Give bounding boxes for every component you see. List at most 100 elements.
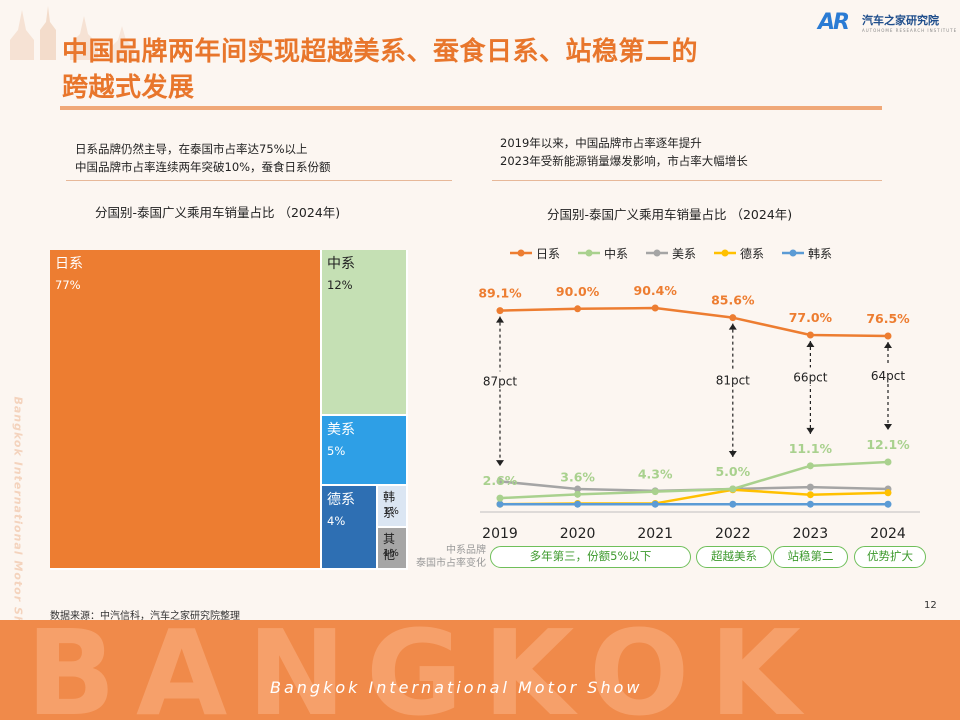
legend-label: 中系	[604, 246, 628, 261]
stage-row-label-line1: 中系品牌	[446, 545, 486, 556]
x-tick-label: 2020	[560, 526, 596, 542]
data-label: 5.0%	[715, 464, 750, 479]
series-point	[496, 307, 504, 315]
treemap-cell-korea: 韩系 1%	[378, 486, 408, 528]
gap-label-bg	[868, 366, 908, 385]
left-note-divider	[66, 180, 452, 181]
logo-subtext: AUTOHOME RESEARCH INSTITUTE	[862, 28, 958, 33]
treemap-cell-other: 其他 1%	[378, 528, 408, 570]
data-label: 2.6%	[483, 473, 518, 488]
treemap-label-value: 1%	[383, 506, 399, 517]
x-tick-label: 2024	[870, 526, 906, 542]
series-line	[499, 460, 889, 500]
series-line	[499, 306, 889, 338]
series-point	[651, 304, 659, 312]
stage-row-label: 中系品牌 泰国市占率变化	[400, 544, 486, 570]
series-point	[496, 477, 504, 485]
treemap-label-value: 4%	[327, 514, 346, 528]
series-point	[806, 331, 814, 339]
data-source: 数据来源：中汽信科，汽车之家研究院整理	[50, 611, 240, 622]
logo-icon: AR	[818, 10, 850, 35]
gap-label-bg	[712, 370, 753, 389]
series-point	[651, 500, 659, 508]
series-point	[574, 305, 582, 313]
series-point	[651, 488, 659, 496]
data-label: 76.5%	[866, 311, 910, 326]
page-title-line2: 跨越式发展	[62, 73, 195, 103]
legend-label: 美系	[672, 247, 696, 261]
legend-label: 日系	[536, 247, 560, 261]
data-label: 77.0%	[789, 310, 833, 325]
logo-text: 汽车之家研究院	[862, 14, 939, 27]
series-point	[884, 489, 892, 497]
treemap-label-name: 日系	[55, 256, 83, 272]
series-point	[496, 500, 504, 508]
gap-arrowhead-down	[728, 451, 737, 457]
page-number: 12	[924, 600, 937, 611]
treemap-label-value: 5%	[327, 444, 346, 458]
treemap-label-name: 中系	[327, 256, 355, 272]
series-point	[806, 462, 814, 470]
gap-arrowhead-down	[496, 460, 504, 467]
right-note-line1: 2019年以来，中国品牌市占率逐年提升	[500, 136, 702, 150]
series-point	[729, 314, 737, 322]
right-note-divider	[492, 180, 882, 181]
page-title-line1: 中国品牌两年间实现超越美系、蚕食日系、站稳第二的	[62, 37, 699, 67]
x-tick-label: 2022	[715, 526, 751, 542]
line-chart: 2019 2020 2021 2022 2023 2024 日系 中系 美系 德系 韩系 89.1% 9…	[478, 246, 920, 542]
series-point	[729, 485, 737, 493]
treemap-cell-japan: 日系 77%	[50, 250, 322, 570]
data-label: 11.1%	[789, 441, 833, 456]
right-note-line2: 2023年受新能源销量爆发影响，市占率大幅增长	[500, 154, 748, 168]
treemap-label-value: 12%	[327, 278, 353, 292]
treemap-label-name: 德系	[327, 492, 355, 508]
legend-marker	[653, 249, 661, 257]
series-point	[884, 332, 892, 340]
gap-arrowhead-up	[728, 323, 737, 330]
gap-arrowhead-down	[884, 424, 892, 431]
gap-label: 66pct	[793, 370, 827, 384]
series-point	[574, 500, 582, 508]
line-chart-title: 分国别-泰国广义乘用车销量占比 （2024年)	[547, 207, 793, 222]
series-point	[884, 500, 892, 508]
stage-pill: 优势扩大	[854, 546, 926, 568]
stage-pill: 多年第三，份额5%以下	[490, 546, 691, 568]
logo: AR 汽车之家研究院 AUTOHOME RESEARCH INSTITUTE	[818, 8, 958, 38]
series-point	[806, 491, 814, 499]
footer-big-word: BANGKOK	[26, 620, 821, 720]
gap-arrowhead-up	[884, 342, 892, 348]
series-line	[499, 488, 889, 506]
series-point	[496, 494, 504, 502]
legend-marker	[789, 249, 797, 257]
legend-marker	[585, 249, 593, 257]
treemap-label-value: 1%	[383, 548, 399, 559]
treemap-cell-germany: 德系 4%	[322, 486, 378, 570]
data-label: 4.3%	[638, 467, 673, 482]
gap-arrowhead-up	[806, 340, 815, 347]
title-underline	[60, 106, 882, 110]
right-note: 2019年以来，中国品牌市占率逐年提升 2023年受新能源销量爆发影响，市占率大…	[500, 134, 748, 170]
data-label: 85.6%	[711, 293, 755, 308]
data-label: 3.6%	[560, 469, 595, 484]
treemap-label-name: 韩系	[383, 490, 396, 520]
treemap-cell-china: 中系 12%	[322, 250, 408, 416]
series-point	[884, 458, 892, 466]
page-title: 中国品牌两年间实现超越美系、蚕食日系、站稳第二的 跨越式发展	[62, 34, 862, 106]
gap-arrowhead-down	[806, 427, 815, 434]
left-note-line2: 中国品牌市占率连续两年突破10%，蚕食日系份额	[75, 160, 331, 174]
series-point	[574, 490, 582, 498]
treemap-label-value: 77%	[55, 278, 81, 292]
legend-marker	[721, 249, 729, 257]
gap-label-bg	[480, 371, 520, 390]
data-label: 90.4%	[634, 283, 678, 298]
left-note-line1: 日系品牌仍然主导，在泰国市占率达75%以上	[75, 142, 308, 156]
legend-label: 韩系	[808, 246, 832, 261]
data-label: 12.1%	[866, 437, 910, 452]
footer-banner: BANGKOK Bangkok International Motor Show	[0, 620, 960, 720]
treemap-label-name: 美系	[327, 422, 355, 438]
treemap-cell-usa: 美系 5%	[322, 416, 408, 486]
x-tick-label: 2019	[482, 526, 518, 542]
gap-label-bg	[790, 367, 831, 386]
stage-row-label-line2: 泰国市占率变化	[416, 558, 486, 569]
series-point	[806, 483, 814, 491]
